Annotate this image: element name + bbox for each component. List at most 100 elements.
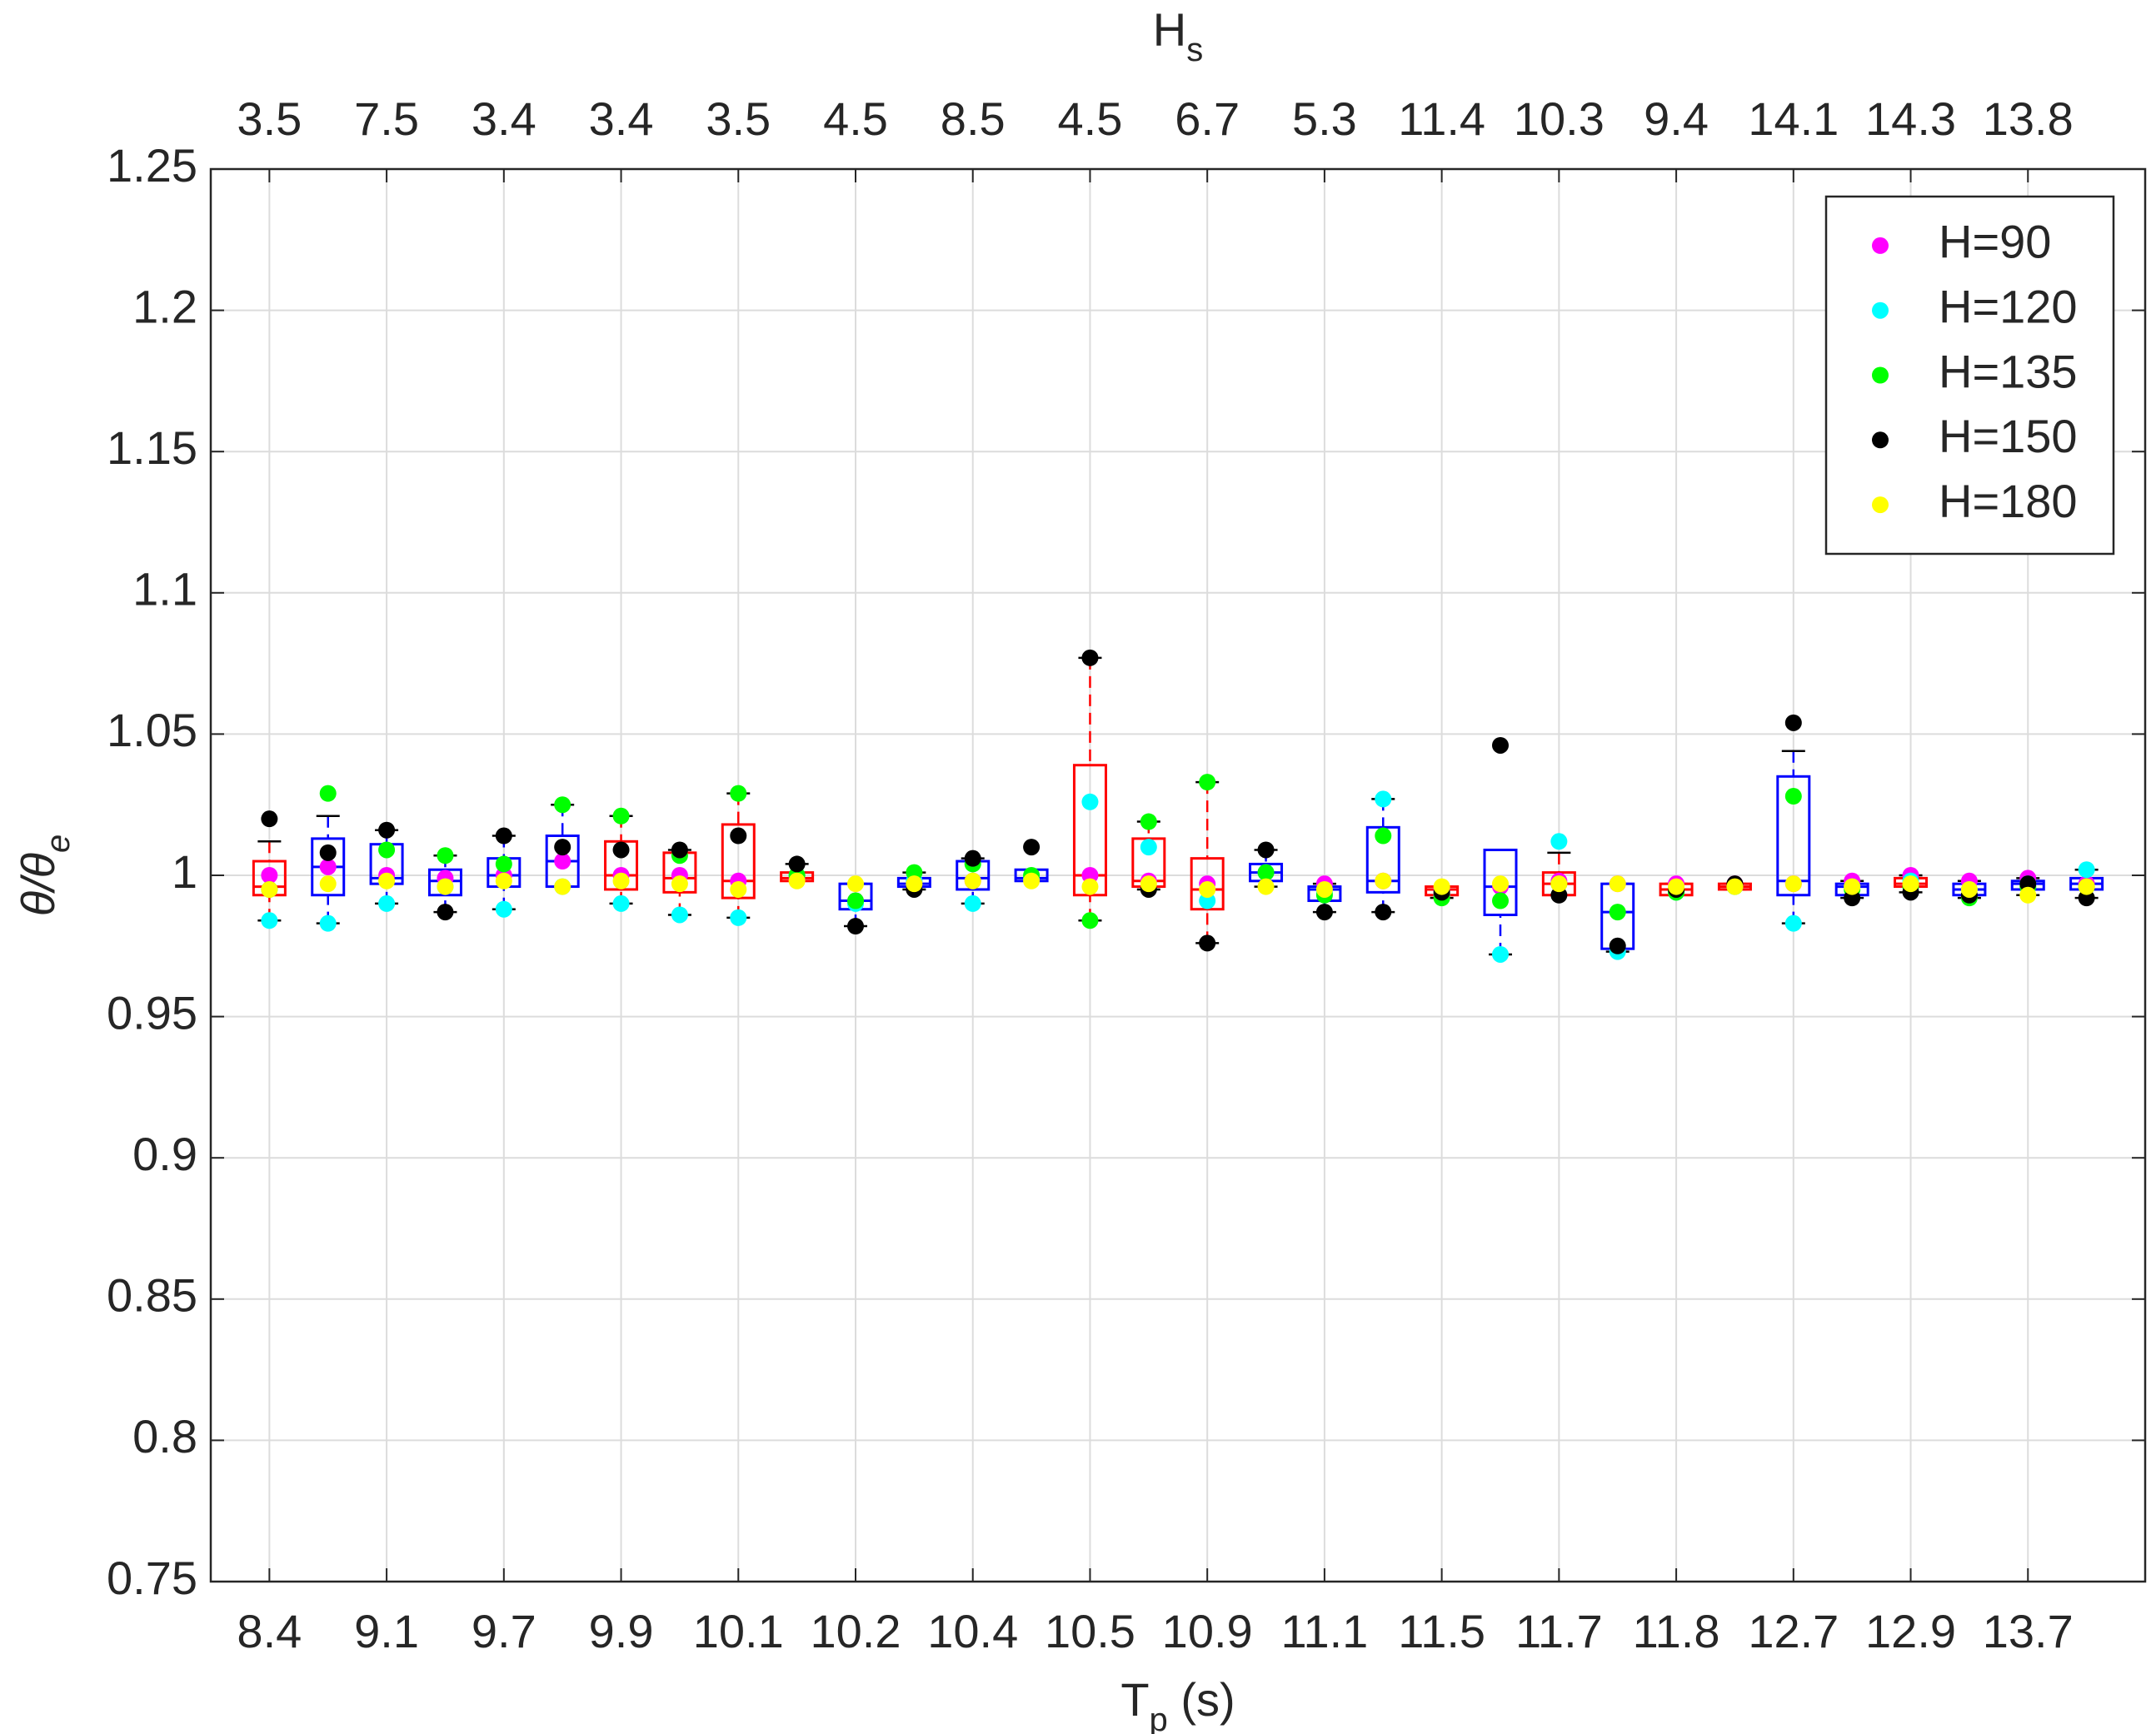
point — [1315, 880, 1333, 898]
x-tick-label: 10.5 — [1045, 1605, 1135, 1657]
x2-axis-label: Hs — [1153, 3, 1203, 68]
point — [319, 785, 337, 802]
point — [612, 841, 630, 859]
point — [730, 909, 747, 926]
point — [1140, 839, 1157, 856]
point — [1140, 875, 1157, 893]
x-axis-label-part: (s) — [1168, 1673, 1235, 1726]
point — [1609, 875, 1626, 893]
x-tick-label: 11.7 — [1515, 1605, 1603, 1657]
point — [1199, 934, 1216, 952]
legend-marker — [1872, 366, 1889, 384]
point — [1960, 880, 1978, 898]
point — [1081, 793, 1099, 810]
point — [319, 914, 337, 932]
x2-tick-label: 14.3 — [1865, 92, 1956, 145]
x-tick-label: 10.1 — [693, 1605, 784, 1657]
point — [1784, 914, 1802, 932]
y-tick-label: 0.95 — [107, 986, 197, 1039]
point — [1609, 937, 1626, 954]
point — [1140, 813, 1157, 830]
point — [437, 847, 454, 865]
box — [1776, 775, 1811, 897]
box — [1072, 764, 1107, 897]
point — [378, 841, 396, 859]
x-axis-label-part: p — [1150, 1702, 1168, 1734]
x-tick-label: 8.4 — [237, 1605, 302, 1657]
x2-tick-label: 11.4 — [1398, 92, 1485, 145]
point — [261, 810, 278, 828]
box — [427, 868, 462, 897]
point — [1784, 714, 1802, 731]
point — [319, 844, 337, 861]
x-tick-label: 12.7 — [1748, 1605, 1839, 1657]
y-tick-label: 1.25 — [107, 139, 197, 192]
point — [730, 827, 747, 845]
x-tick-label: 13.7 — [1983, 1605, 2074, 1657]
x-tick-label: 9.9 — [589, 1605, 654, 1657]
x-tick-label: 11.1 — [1280, 1605, 1368, 1657]
point — [554, 796, 571, 814]
y-tick-label: 0.85 — [107, 1269, 197, 1322]
point — [495, 855, 512, 873]
point — [788, 855, 806, 873]
x-tick-label: 11.8 — [1633, 1605, 1720, 1657]
legend-label: H=135 — [1939, 345, 2078, 397]
x2-tick-label: 3.5 — [706, 92, 771, 145]
box — [721, 823, 756, 899]
legend-marker — [1872, 431, 1889, 449]
point — [554, 839, 571, 856]
point — [378, 894, 396, 912]
point — [1257, 864, 1275, 881]
point — [964, 850, 981, 867]
point — [261, 867, 278, 884]
point — [495, 900, 512, 918]
x-axis-label-part: T — [1120, 1673, 1149, 1726]
x2-axis-label-part: s — [1186, 32, 1203, 68]
point — [612, 894, 630, 912]
point — [1492, 875, 1509, 893]
y-axis-label: θ/θe — [12, 835, 77, 917]
point — [554, 878, 571, 895]
point — [1492, 892, 1509, 909]
point — [495, 827, 512, 845]
point — [1784, 788, 1802, 805]
point — [1609, 904, 1626, 921]
x-tick-label: 10.9 — [1162, 1605, 1253, 1657]
y-tick-label: 1.1 — [132, 563, 197, 615]
x2-tick-label: 9.4 — [1644, 92, 1709, 145]
y-axis-label-part: e — [40, 835, 77, 853]
y-tick-label: 1 — [172, 845, 197, 898]
point — [612, 872, 630, 889]
x-tick-label: 12.9 — [1865, 1605, 1956, 1657]
point — [1081, 649, 1099, 666]
point — [847, 918, 864, 935]
point — [1023, 872, 1041, 889]
point — [1375, 827, 1392, 845]
x2-tick-label: 5.3 — [1292, 92, 1357, 145]
legend-marker — [1872, 301, 1889, 319]
x2-tick-label: 4.5 — [823, 92, 888, 145]
point — [1257, 878, 1275, 895]
x2-tick-label: 3.4 — [472, 92, 537, 145]
point — [964, 872, 981, 889]
x2-tick-label: 3.5 — [237, 92, 302, 145]
x2-tick-label: 7.5 — [354, 92, 419, 145]
y-tick-label: 0.75 — [107, 1552, 197, 1604]
point — [2078, 861, 2095, 879]
point — [1550, 833, 1568, 850]
legend-marker — [1872, 237, 1889, 254]
legend-label: H=150 — [1939, 410, 2078, 462]
point — [2078, 878, 2095, 895]
point — [378, 872, 396, 889]
point — [554, 853, 571, 870]
point — [964, 894, 981, 912]
box — [1190, 857, 1225, 911]
box — [1483, 848, 1518, 916]
point — [788, 872, 806, 889]
point — [1257, 841, 1275, 859]
x2-tick-label: 3.4 — [589, 92, 654, 145]
point — [1902, 875, 1919, 893]
